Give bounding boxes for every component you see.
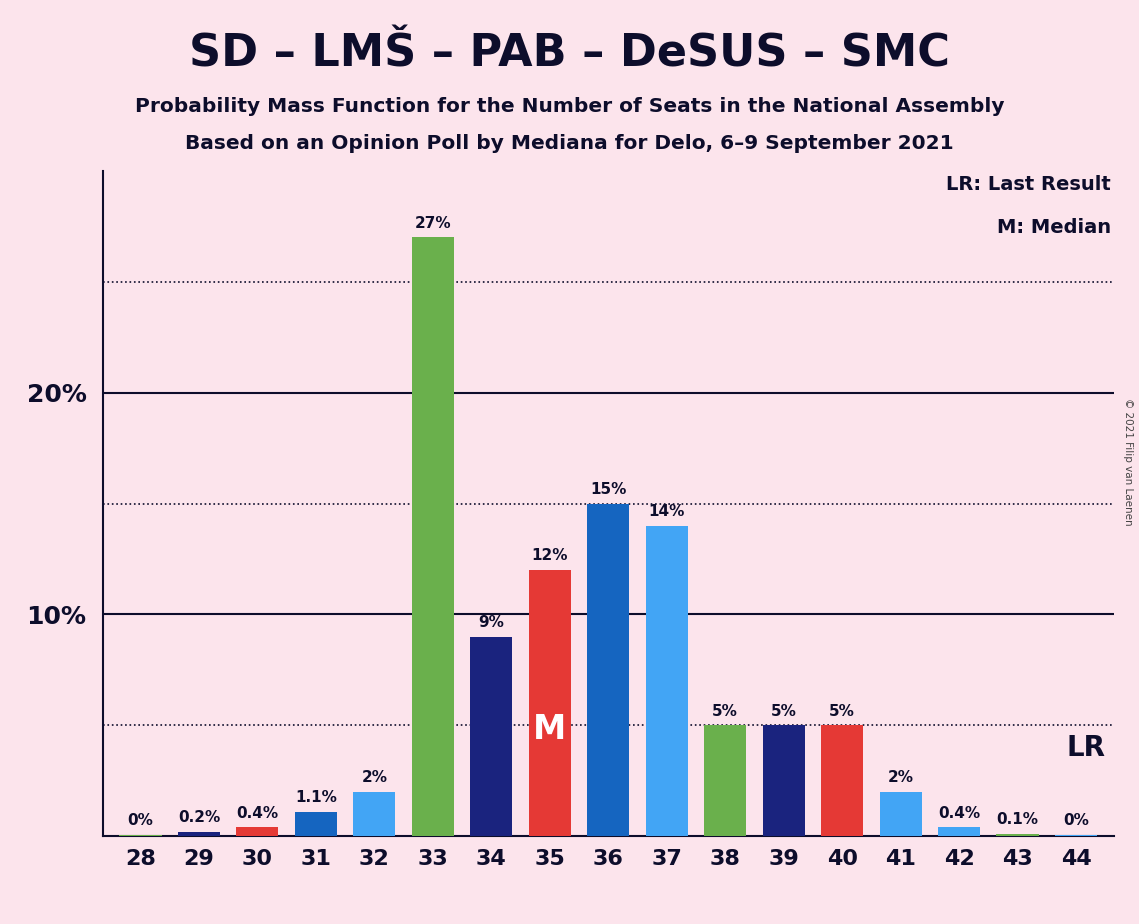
Text: 0.2%: 0.2%	[178, 810, 220, 825]
Bar	[1055, 835, 1097, 836]
Text: 5%: 5%	[712, 704, 738, 719]
Text: 0%: 0%	[128, 813, 154, 829]
Bar	[879, 792, 921, 836]
Text: 12%: 12%	[532, 549, 568, 564]
Text: 27%: 27%	[415, 216, 451, 231]
Bar	[353, 792, 395, 836]
Text: LR: Last Result: LR: Last Result	[947, 176, 1111, 194]
Text: LR: LR	[1066, 735, 1105, 762]
Text: 0.4%: 0.4%	[937, 806, 980, 821]
Text: M: M	[533, 713, 566, 747]
Bar	[588, 504, 629, 836]
Bar	[821, 725, 863, 836]
Bar	[412, 237, 453, 836]
Bar	[528, 570, 571, 836]
Bar	[997, 834, 1039, 836]
Text: 1.1%: 1.1%	[295, 790, 337, 805]
Text: 5%: 5%	[829, 704, 855, 719]
Bar	[120, 835, 162, 836]
Bar	[295, 812, 337, 836]
Text: © 2021 Filip van Laenen: © 2021 Filip van Laenen	[1123, 398, 1132, 526]
Text: 0.4%: 0.4%	[237, 806, 279, 821]
Bar	[237, 827, 279, 836]
Bar	[646, 526, 688, 836]
Bar	[704, 725, 746, 836]
Text: 2%: 2%	[361, 771, 387, 785]
Text: 2%: 2%	[887, 771, 913, 785]
Text: Based on an Opinion Poll by Mediana for Delo, 6–9 September 2021: Based on an Opinion Poll by Mediana for …	[186, 134, 953, 153]
Text: Probability Mass Function for the Number of Seats in the National Assembly: Probability Mass Function for the Number…	[134, 97, 1005, 116]
Text: 14%: 14%	[648, 505, 685, 519]
Text: M: Median: M: Median	[997, 217, 1111, 237]
Text: SD – LMŠ – PAB – DeSUS – SMC: SD – LMŠ – PAB – DeSUS – SMC	[189, 32, 950, 76]
Text: 9%: 9%	[478, 615, 505, 630]
Bar	[178, 832, 220, 836]
Text: 0.1%: 0.1%	[997, 812, 1039, 827]
Bar	[470, 637, 513, 836]
Text: 5%: 5%	[771, 704, 796, 719]
Bar	[937, 827, 980, 836]
Bar	[763, 725, 804, 836]
Text: 0%: 0%	[1063, 813, 1089, 829]
Text: 15%: 15%	[590, 482, 626, 497]
